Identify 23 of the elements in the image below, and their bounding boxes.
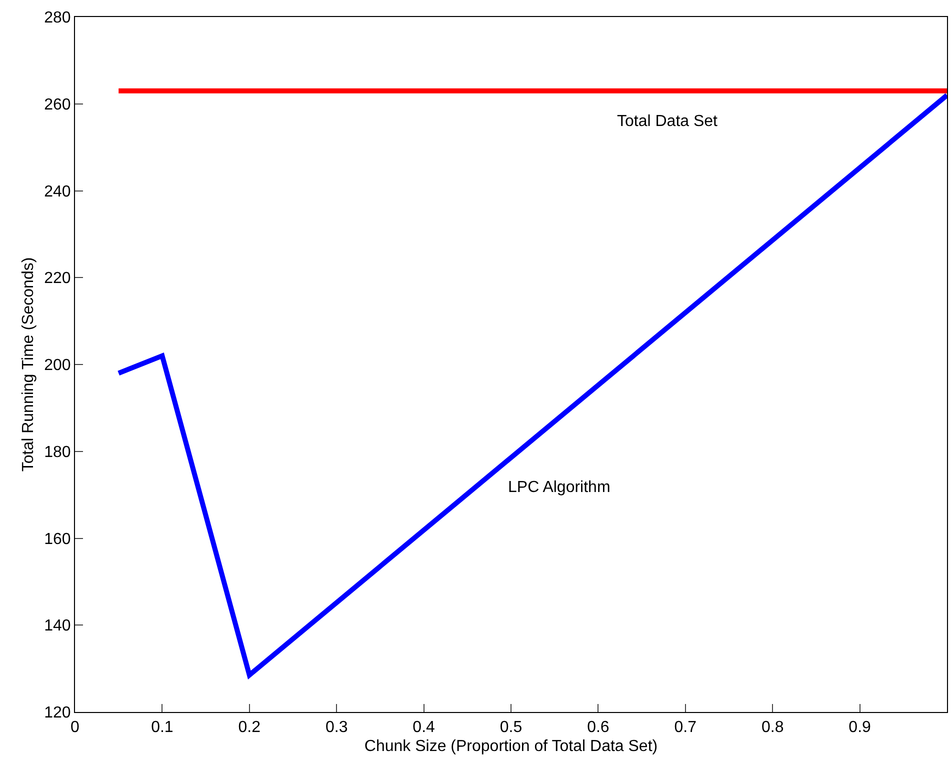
y-tick-label: 260	[44, 96, 71, 114]
series-label: LPC Algorithm	[508, 479, 610, 496]
series-label: Total Data Set	[617, 113, 718, 130]
y-tick-label: 240	[44, 183, 71, 200]
x-tick-label: 0.1	[151, 719, 174, 736]
x-tick-label: 0.3	[325, 719, 348, 736]
x-tick-label: 0.4	[412, 719, 436, 736]
y-tick-label: 200	[44, 357, 71, 374]
x-tick-label: 0.2	[238, 719, 261, 736]
y-tick-label: 180	[44, 444, 71, 461]
y-tick-label: 280	[44, 10, 71, 27]
x-tick-label: 0.8	[761, 719, 784, 736]
y-tick-label: 160	[44, 530, 71, 548]
y-tick-label: 120	[44, 704, 71, 722]
x-tick-label: 0	[70, 719, 80, 736]
x-tick-label: 0.6	[587, 719, 610, 736]
x-tick-label: 0.5	[500, 719, 522, 736]
y-tick-label: 140	[44, 618, 71, 635]
x-axis-title: Chunk Size (Proportion of Total Data Set)	[364, 738, 658, 755]
x-tick-label: 0.7	[674, 719, 697, 736]
y-tick-label: 220	[44, 270, 71, 288]
y-axis-title: Total Running Time (Seconds)	[20, 257, 37, 472]
x-tick-label: 0.9	[848, 719, 872, 736]
